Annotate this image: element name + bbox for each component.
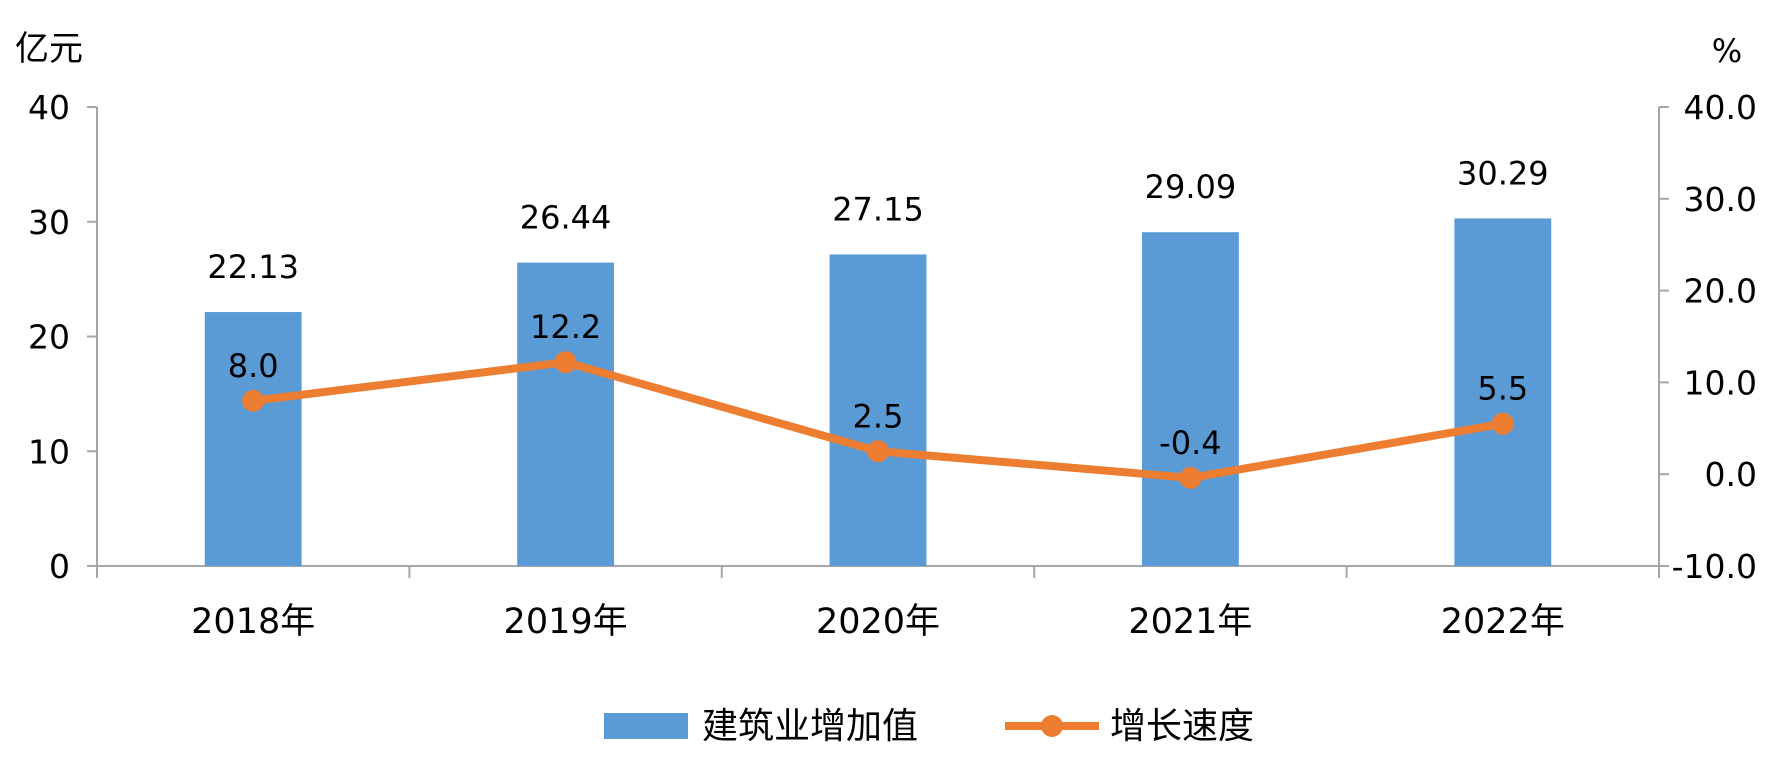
y-right-tick-label: 40.0 bbox=[1684, 88, 1757, 127]
right-axis-unit: % bbox=[1712, 32, 1742, 70]
y-right-tick-label: 10.0 bbox=[1684, 363, 1757, 402]
bar-value-label: 22.13 bbox=[207, 248, 299, 286]
left-axis-unit: 亿元 bbox=[15, 29, 83, 69]
y-left-tick-label: 0 bbox=[49, 547, 70, 586]
legend-bar-label: 建筑业增加值 bbox=[702, 706, 918, 747]
line-value-label: 2.5 bbox=[853, 397, 904, 435]
legend-line-marker bbox=[1041, 715, 1063, 737]
legend-bar-swatch bbox=[604, 713, 688, 739]
line-point bbox=[242, 389, 265, 412]
line-value-label: 5.5 bbox=[1477, 370, 1528, 408]
x-tick-label: 2021年 bbox=[1128, 602, 1252, 642]
line-point bbox=[554, 351, 577, 374]
bar-value-label: 30.29 bbox=[1457, 154, 1549, 192]
line-value-label: 8.0 bbox=[228, 347, 279, 385]
bar bbox=[204, 312, 302, 566]
y-right-tick-label: 30.0 bbox=[1684, 180, 1757, 219]
plot-area: 0 10 20 30 40 -10.0 0.0 10.0 20.0 30.0 40.0 2018年 20… bbox=[28, 88, 1757, 642]
y-left-tick-label: 40 bbox=[28, 88, 70, 127]
bar-value-label: 29.09 bbox=[1145, 168, 1237, 206]
bar bbox=[829, 254, 927, 567]
y-left-tick-label: 10 bbox=[28, 432, 70, 471]
bar bbox=[517, 262, 615, 566]
legend: 建筑业增加值 增长速度 bbox=[604, 706, 1254, 747]
x-tick-label: 2022年 bbox=[1441, 602, 1565, 642]
x-tick-label: 2018年 bbox=[191, 602, 315, 642]
bar-value-label: 26.44 bbox=[520, 199, 612, 237]
line-point bbox=[1179, 466, 1202, 489]
y-right-tick-label: 20.0 bbox=[1684, 272, 1757, 311]
bar bbox=[1141, 232, 1239, 566]
x-tick-label: 2019年 bbox=[504, 602, 628, 642]
y-right-tick-label: -10.0 bbox=[1672, 547, 1757, 586]
bar bbox=[1454, 218, 1552, 567]
line-point bbox=[1491, 412, 1514, 435]
x-tick-label: 2020年 bbox=[816, 602, 940, 642]
line-value-label: 12.2 bbox=[530, 308, 601, 346]
y-left-tick-label: 20 bbox=[28, 318, 70, 357]
bar-value-label: 27.15 bbox=[832, 190, 924, 228]
line-value-label: -0.4 bbox=[1159, 424, 1221, 462]
legend-line-label: 增长速度 bbox=[1110, 706, 1254, 747]
y-left-tick-label: 30 bbox=[28, 203, 70, 242]
line-point bbox=[867, 440, 889, 463]
y-right-tick-label: 0.0 bbox=[1705, 455, 1757, 494]
